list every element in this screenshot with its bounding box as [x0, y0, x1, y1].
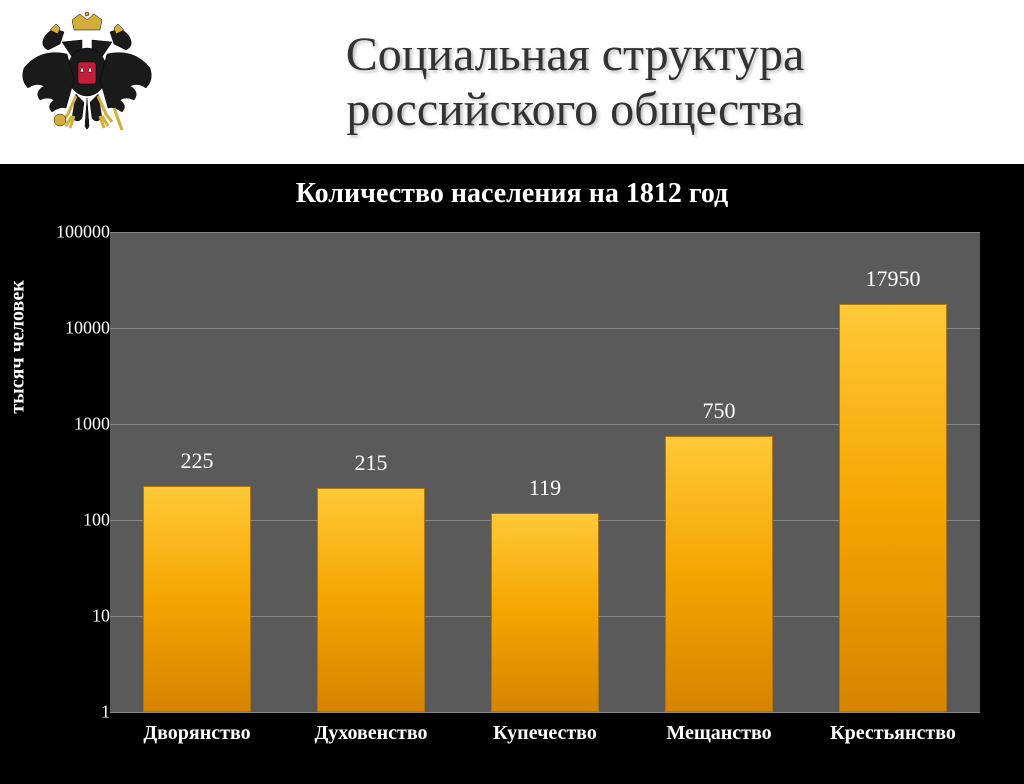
grid-line [110, 712, 980, 713]
title-block: Социальная структура российского обществ… [162, 27, 988, 137]
bar-value-label: 119 [529, 475, 561, 501]
y-tick-label: 1 [54, 702, 110, 723]
x-tick-label: Мещанство [666, 722, 771, 745]
chart-area: Количество населения на 1812 год тысяч ч… [0, 164, 1024, 784]
x-tick-label: Крестьянство [830, 722, 956, 745]
bar-value-label: 225 [181, 448, 214, 474]
page-title: Социальная структура российского обществ… [162, 27, 988, 137]
bar [317, 488, 425, 712]
y-axis-title: тысяч человек [7, 280, 30, 414]
header: Социальная структура российского обществ… [0, 0, 1024, 164]
bar [665, 436, 773, 712]
bar-value-label: 750 [703, 398, 736, 424]
x-tick-label: Купечество [493, 722, 597, 745]
bar-value-label: 215 [355, 450, 388, 476]
grid-line [110, 232, 980, 233]
bar [839, 304, 947, 712]
y-tick-label: 1000 [54, 414, 110, 435]
y-tick-label: 100000 [54, 222, 110, 243]
bar-value-label: 17950 [866, 266, 921, 292]
title-line-2: российского общества [346, 83, 803, 136]
bar [491, 513, 599, 712]
y-tick-label: 10 [54, 606, 110, 627]
russian-imperial-eagle-emblem [12, 12, 162, 152]
x-tick-label: Духовенство [314, 722, 427, 745]
plot-region: 225 215 119 750 17950 [110, 232, 980, 712]
bar [143, 486, 251, 712]
y-tick-label: 10000 [54, 318, 110, 339]
title-line-1: Социальная структура [346, 28, 805, 81]
x-tick-label: Дворянство [143, 722, 250, 745]
chart-title: Количество населения на 1812 год [0, 164, 1024, 218]
y-tick-label: 100 [54, 510, 110, 531]
